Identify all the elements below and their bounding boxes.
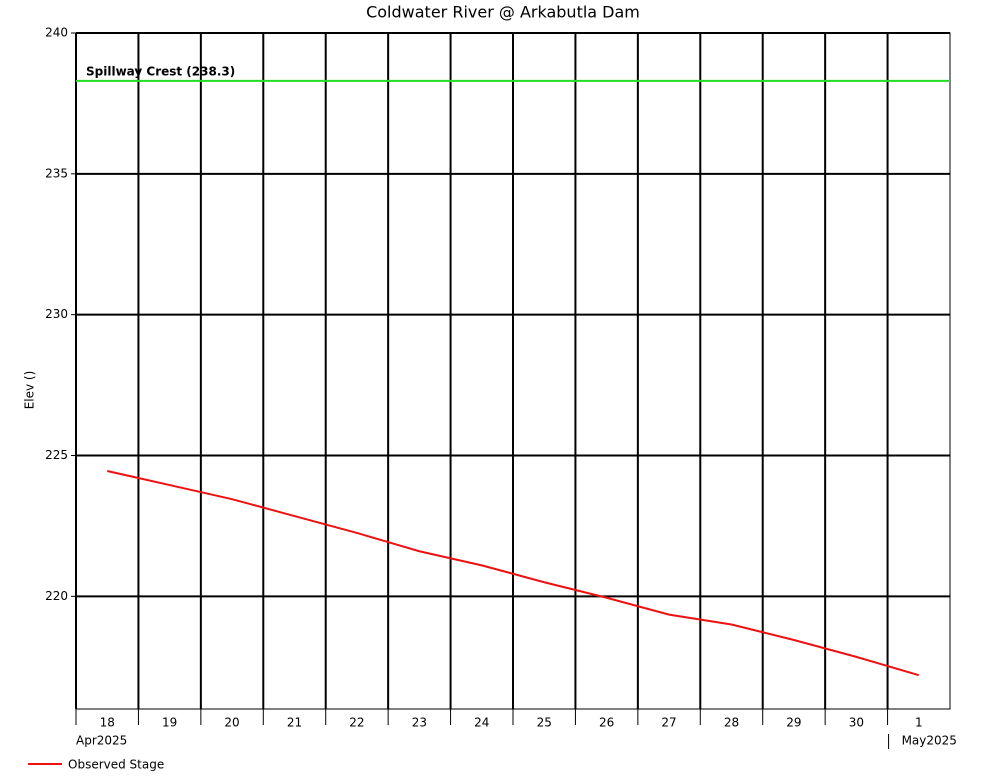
y-tick-label: 235	[45, 166, 68, 180]
y-axis-label: Elev ()	[23, 371, 37, 410]
legend-label: Observed Stage	[68, 758, 164, 772]
y-tick-label: 220	[45, 589, 68, 603]
month-label: May2025	[902, 734, 957, 748]
chart-title: Coldwater River @ Arkabutla Dam	[366, 3, 640, 22]
x-tick-label: 27	[661, 716, 676, 730]
x-tick-label: 30	[849, 716, 864, 730]
reference-label: Spillway Crest (238.3)	[86, 64, 235, 78]
x-tick-label: 21	[287, 716, 302, 730]
month-label: Apr2025	[76, 734, 127, 748]
x-tick-label: 18	[100, 716, 115, 730]
x-tick-label: 26	[599, 716, 614, 730]
x-tick-label: 22	[349, 716, 364, 730]
y-tick-label: 225	[45, 448, 68, 462]
x-tick-label: 23	[412, 716, 427, 730]
y-tick-label: 240	[45, 26, 68, 40]
y-tick-label: 230	[45, 307, 68, 321]
x-tick-label: 1	[915, 716, 923, 730]
x-tick-label: 29	[786, 716, 801, 730]
line-series	[106, 470, 920, 677]
x-tick-label: 25	[537, 716, 552, 730]
x-tick-label: 24	[474, 716, 489, 730]
x-tick-label: 19	[162, 716, 177, 730]
x-tick-label: 28	[724, 716, 739, 730]
x-tick-label: 20	[224, 716, 239, 730]
